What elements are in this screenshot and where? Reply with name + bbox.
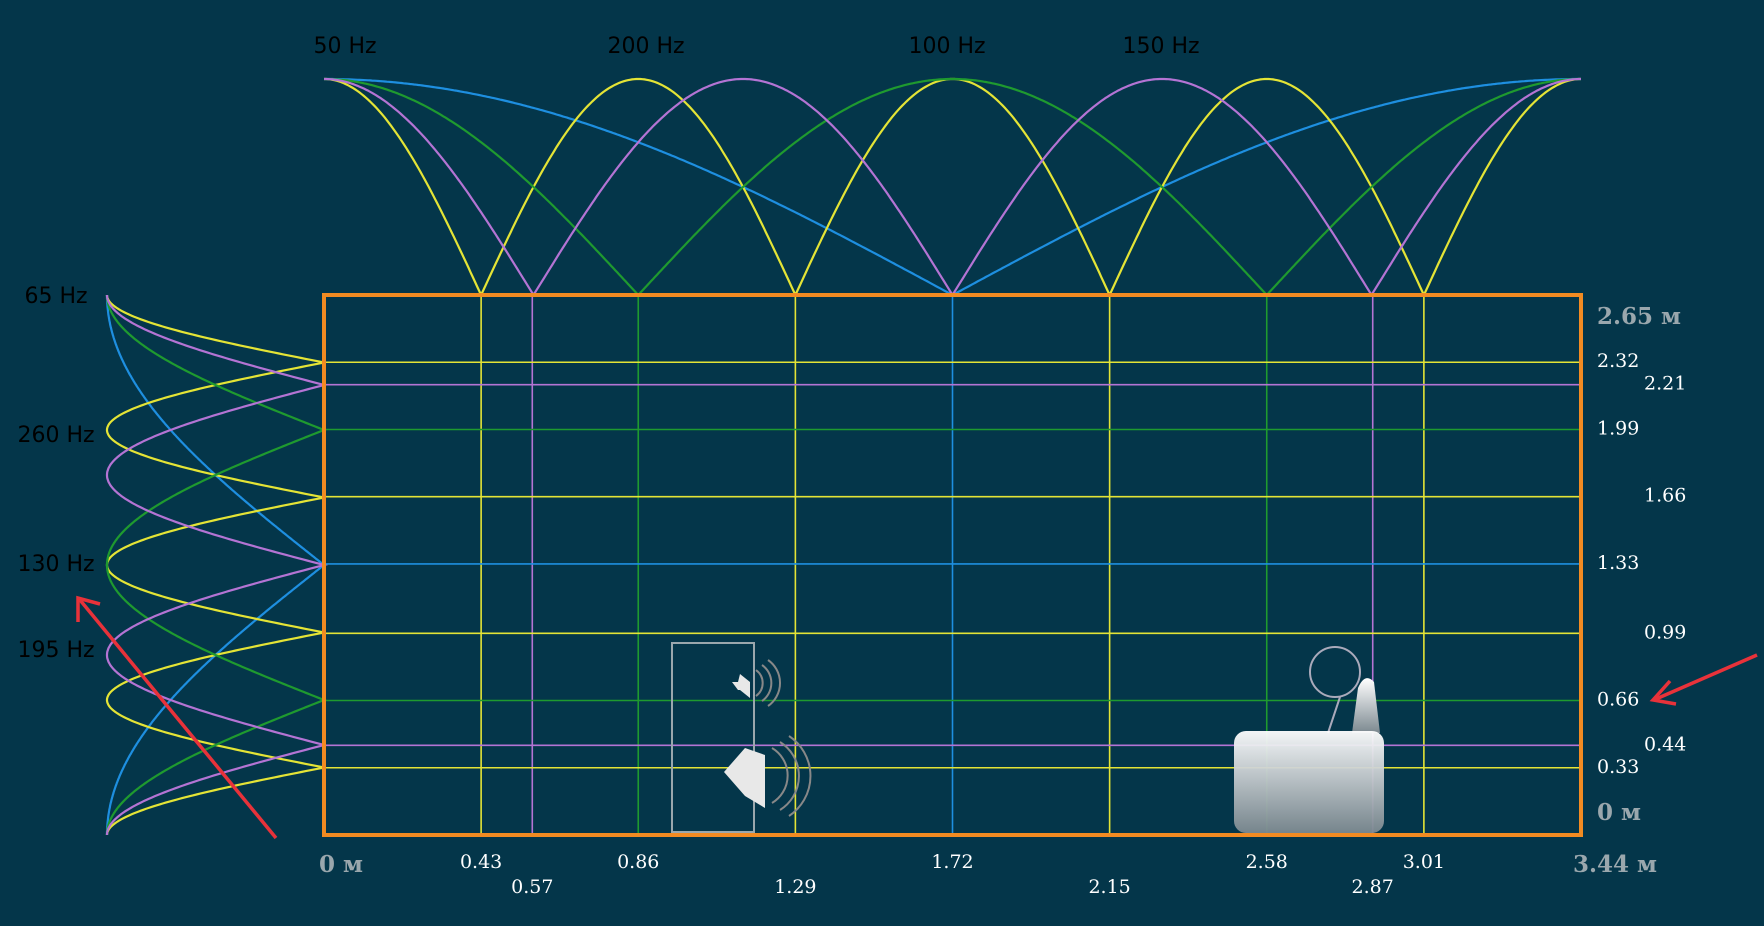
x-tick-label: 2.58 (1246, 851, 1288, 873)
side-mode-label: 195 Hz (17, 638, 94, 663)
y-tick-label: 0.44 (1644, 733, 1686, 755)
listener-chair (1234, 646, 1384, 833)
y-tick-label: 0 м (1597, 799, 1641, 826)
x-tick-label: 0 м (319, 851, 363, 878)
annotation-arrows (76, 595, 1758, 840)
mode-curve (105, 295, 328, 835)
top-mode-label: 150 Hz (1122, 34, 1199, 59)
y-tick-label: 1.99 (1597, 417, 1639, 439)
y-tick-label: 1.66 (1644, 485, 1686, 507)
x-tick-label: 0.43 (460, 851, 502, 873)
room-outline (322, 293, 1583, 837)
mode-curve (324, 77, 1581, 297)
grid (324, 295, 1581, 835)
x-tick-label: 1.72 (931, 851, 973, 873)
x-tick-label: 0.57 (511, 876, 553, 898)
side-mode-label: 65 Hz (24, 284, 87, 309)
x-tick-label: 3.01 (1403, 851, 1445, 873)
y-tick-label: 0.66 (1597, 689, 1639, 711)
y-tick-label: 0.99 (1644, 621, 1686, 643)
y-tick-label: 2.21 (1644, 373, 1686, 395)
top-mode-label: 100 Hz (908, 34, 985, 59)
speaker-stand (671, 642, 755, 833)
y-tick-label: 2.32 (1597, 350, 1639, 372)
x-tick-label: 1.29 (774, 876, 816, 898)
y-tick-label: 1.33 (1597, 552, 1639, 574)
x-tick-label: 2.87 (1352, 876, 1394, 898)
x-tick-label: 2.15 (1088, 876, 1130, 898)
room-walls (322, 293, 1583, 837)
side-mode-label: 260 Hz (17, 423, 94, 448)
y-tick-label: 0.33 (1597, 756, 1639, 778)
top-mode-label: 50 Hz (313, 34, 376, 59)
y-tick-label: 2.65 м (1597, 303, 1681, 330)
x-tick-label: 0.86 (617, 851, 659, 873)
speaker-icon (724, 659, 812, 817)
side-mode-label: 130 Hz (17, 552, 94, 577)
top-mode-label: 200 Hz (607, 34, 684, 59)
x-tick-label: 3.44 м (1573, 851, 1657, 878)
labels: 50 Hz 200 Hz 100 Hz 150 Hz 65 Hz 260 Hz … (17, 34, 1686, 898)
